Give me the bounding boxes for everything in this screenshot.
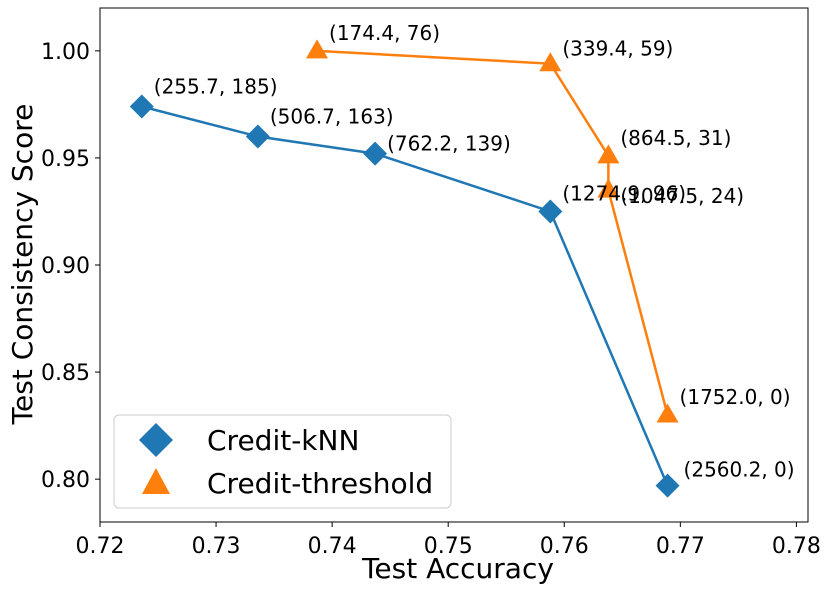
series-layer — [129, 39, 680, 498]
series-credit-knn — [129, 94, 680, 498]
x-tick-label: 0.74 — [308, 534, 357, 559]
point-label: (762.2, 139) — [387, 132, 511, 156]
x-tick-label: 0.75 — [424, 534, 473, 559]
x-axis-label: Test Accuracy — [361, 552, 554, 585]
y-tick-label: 0.90 — [41, 254, 90, 279]
legend-entry: Credit-threshold — [142, 467, 433, 500]
point-label: (506.7, 163) — [270, 105, 394, 129]
point-label: (339.4, 59) — [562, 37, 673, 61]
point-label: (255.7, 185) — [154, 75, 278, 99]
point-label: (1274.9, 96) — [562, 181, 686, 205]
point-label: (1752.0, 0) — [680, 385, 791, 409]
data-point — [363, 141, 388, 166]
y-tick-label: 0.95 — [41, 147, 90, 172]
legend-label: Credit-kNN — [207, 424, 359, 457]
point-label: (174.4, 76) — [329, 21, 440, 45]
x-tick-label: 0.76 — [540, 534, 589, 559]
data-point — [597, 178, 620, 198]
x-tick-label: 0.73 — [192, 534, 241, 559]
legend-box — [113, 414, 452, 509]
annotations: (255.7, 185) (506.7, 163) (762.2, 139) (127… — [154, 21, 795, 482]
legend-label: Credit-threshold — [207, 467, 433, 500]
data-point — [655, 473, 680, 498]
axes: 0.72 0.73 0.74 0.75 0.76 0.77 0.78 0.80 0.85 0.90… — [41, 40, 821, 559]
y-tick-label: 0.80 — [41, 468, 90, 493]
data-point — [245, 124, 270, 149]
legend: Credit-kNN Credit-threshold — [113, 414, 452, 509]
data-point — [539, 52, 562, 72]
y-tick-label: 0.85 — [41, 361, 90, 386]
legend-marker — [139, 423, 173, 457]
data-point — [597, 144, 620, 164]
point-label: (2560.2, 0) — [684, 458, 795, 482]
x-tick-label: 0.77 — [656, 534, 705, 559]
series-credit-threshold — [306, 39, 679, 423]
x-tick-label: 0.78 — [772, 534, 821, 559]
point-label: (1047.5, 24) — [620, 184, 744, 208]
data-point — [656, 403, 679, 423]
data-point — [129, 94, 154, 119]
data-point — [306, 39, 329, 59]
y-tick-label: 1.00 — [41, 40, 90, 65]
point-label: (864.5, 31) — [620, 126, 731, 150]
data-point — [538, 199, 563, 224]
legend-entry: Credit-kNN — [139, 423, 359, 457]
y-axis-label: Test Consistency Score — [6, 104, 39, 426]
x-tick-label: 0.72 — [76, 534, 125, 559]
legend-marker — [142, 468, 170, 494]
